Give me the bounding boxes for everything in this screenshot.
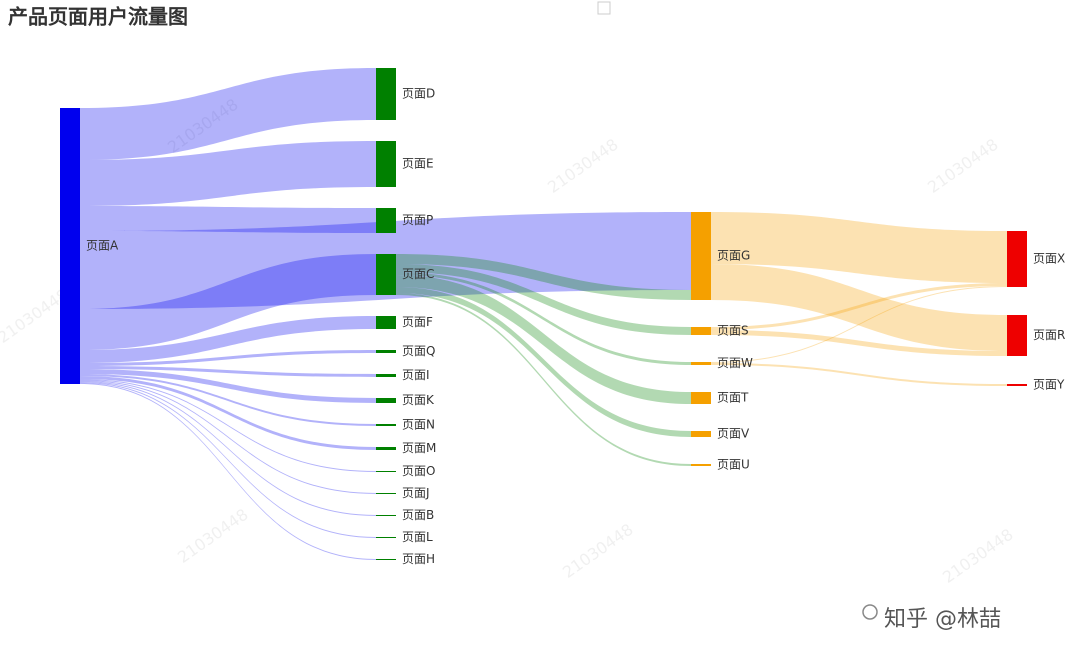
link xyxy=(80,141,376,206)
node-label: 页面E xyxy=(402,157,434,171)
link xyxy=(711,330,1007,356)
node-label: 页面H xyxy=(402,552,435,566)
node xyxy=(691,362,711,365)
node xyxy=(691,464,711,466)
node xyxy=(376,316,396,329)
link xyxy=(80,380,376,494)
node-label: 页面D xyxy=(402,87,435,101)
link xyxy=(80,369,376,403)
node xyxy=(60,108,80,384)
toolbar-icon[interactable] xyxy=(597,1,611,15)
link xyxy=(80,254,376,350)
link xyxy=(80,379,376,472)
link xyxy=(80,376,376,450)
node-label: 页面C xyxy=(402,267,434,281)
watermark: 21030448 xyxy=(174,505,252,567)
node xyxy=(1007,315,1027,356)
node xyxy=(691,327,711,335)
watermark: 21030448 xyxy=(939,525,1017,587)
node xyxy=(376,537,396,538)
link xyxy=(396,293,691,466)
node-label: 页面U xyxy=(717,458,750,472)
node xyxy=(1007,384,1027,386)
node-label: 页面R xyxy=(1033,328,1065,342)
node xyxy=(376,398,396,403)
credit-icon xyxy=(862,604,878,620)
node-label: 页面T xyxy=(717,391,749,405)
link xyxy=(396,264,691,335)
link xyxy=(80,206,376,233)
node xyxy=(376,254,396,295)
node xyxy=(376,493,396,494)
link xyxy=(711,283,1007,330)
node xyxy=(376,447,396,450)
node-label: 页面F xyxy=(402,315,433,329)
node xyxy=(376,208,396,233)
link xyxy=(711,286,1007,363)
node xyxy=(691,212,711,300)
links xyxy=(80,68,1007,560)
node-label: 页面K xyxy=(402,393,435,407)
link xyxy=(711,264,1007,351)
node-label: 页面A xyxy=(86,239,119,253)
link xyxy=(80,381,376,516)
link xyxy=(396,287,691,437)
link xyxy=(80,68,376,160)
node-label: 页面Q xyxy=(402,344,435,358)
node-label: 页面J xyxy=(402,486,430,500)
node xyxy=(376,559,396,560)
node-label: 页面O xyxy=(402,464,435,478)
node xyxy=(376,424,396,426)
link xyxy=(396,275,691,404)
watermark: 21030448 xyxy=(559,520,637,582)
node-label: 页面V xyxy=(717,427,750,441)
link xyxy=(80,374,376,426)
link xyxy=(711,363,1007,386)
node xyxy=(1007,231,1027,287)
node-label: 页面X xyxy=(1033,252,1065,266)
link xyxy=(80,383,376,560)
link xyxy=(396,254,691,300)
node-label: 页面P xyxy=(402,213,433,227)
node-label: 页面I xyxy=(402,368,430,382)
node-label: 页面Y xyxy=(1033,378,1065,392)
link xyxy=(396,272,691,365)
nodes: 页面A 页面D 页面E 页面P 页面C 页面F 页面Q 页面I 页面K 页面N 页面M 页面O 页面J 页… xyxy=(60,68,1065,566)
node xyxy=(376,471,396,472)
watermark: 21030448 xyxy=(544,135,622,197)
node xyxy=(376,350,396,353)
node xyxy=(376,374,396,377)
node-label: 页面S xyxy=(717,324,749,338)
node xyxy=(376,68,396,120)
node xyxy=(691,392,711,404)
link xyxy=(80,382,376,538)
node-label: 页面W xyxy=(717,356,753,370)
credit: 知乎 @林喆 xyxy=(884,607,1001,632)
node-label: 页面N xyxy=(402,418,435,432)
node xyxy=(376,141,396,187)
link xyxy=(80,316,376,363)
node xyxy=(376,515,396,516)
node xyxy=(691,431,711,437)
watermark: 21030448 xyxy=(924,135,1002,197)
link xyxy=(711,212,1007,283)
node-label: 页面M xyxy=(402,441,436,455)
link xyxy=(80,350,376,366)
node-label: 页面L xyxy=(402,530,433,544)
node-label: 页面G xyxy=(717,249,750,263)
node-label: 页面B xyxy=(402,508,434,522)
link xyxy=(80,366,376,377)
chart-title: 产品页面用户流量图 xyxy=(8,5,188,29)
